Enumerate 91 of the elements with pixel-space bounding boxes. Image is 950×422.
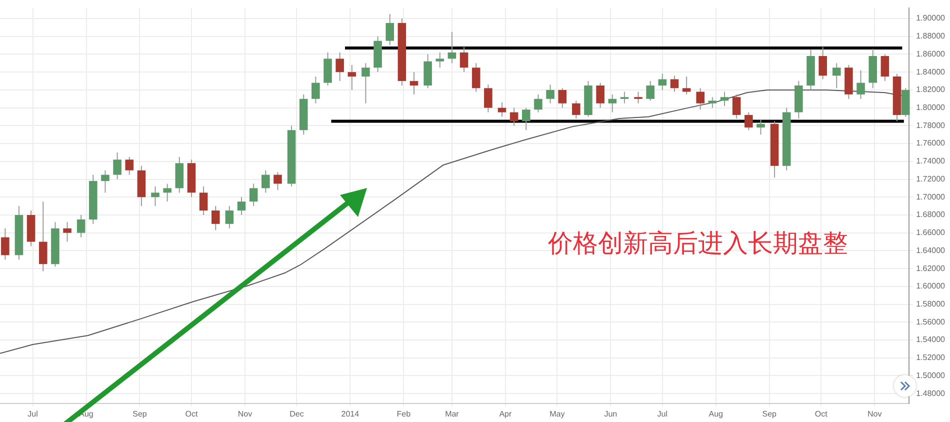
candlestick — [436, 52, 444, 68]
candlestick — [670, 75, 679, 92]
candlestick — [225, 206, 234, 229]
candlestick — [125, 156, 134, 176]
x-tick-label: Nov — [867, 409, 882, 418]
candlestick — [658, 73, 667, 90]
candlestick — [620, 91, 629, 104]
x-tick-label: Dec — [290, 409, 304, 418]
candlestick — [522, 107, 530, 131]
candlestick — [348, 64, 356, 90]
x-tick-label: Nov — [238, 409, 252, 418]
candlestick — [546, 84, 554, 104]
candlestick — [756, 118, 765, 136]
x-tick-label: Feb — [396, 409, 412, 418]
candlestick — [510, 107, 518, 126]
y-tick-label: 1.56000 — [916, 317, 946, 326]
candlestick — [708, 96, 717, 108]
candlestick — [163, 183, 172, 202]
candlestick — [732, 94, 741, 120]
y-tick-label: 1.60000 — [916, 282, 946, 291]
candlestick — [608, 94, 617, 113]
candlestick — [558, 88, 566, 108]
candlestick — [410, 72, 418, 95]
candlestick — [38, 201, 48, 272]
candlestick — [262, 170, 270, 194]
x-tick-label: Jul — [657, 409, 668, 418]
candlestick — [856, 70, 865, 100]
annotation: 价格创新高后进入长期盘整 — [547, 228, 848, 258]
x-tick-label: Mar — [445, 409, 460, 418]
candlestick — [151, 186, 160, 207]
candlestick — [386, 14, 394, 46]
y-tick-label: 1.76000 — [916, 138, 946, 148]
y-tick-label: 1.80000 — [916, 103, 946, 112]
y-tick-label: 1.54000 — [916, 335, 946, 344]
y-tick-label: 1.50000 — [916, 370, 946, 380]
candlestick — [832, 62, 841, 89]
y-tick-label: 1.82000 — [916, 85, 946, 94]
candlestick — [448, 31, 456, 64]
x-tick-label: Jun — [604, 409, 618, 418]
y-tick-label: 1.90000 — [916, 14, 946, 23]
candlestick — [744, 112, 753, 131]
candlestick — [237, 196, 246, 216]
y-tick-label: 1.58000 — [916, 299, 946, 308]
y-tick-label: 1.72000 — [916, 174, 946, 184]
y-tick-label: 1.70000 — [916, 192, 946, 202]
x-tick-label: 2014 — [341, 409, 360, 418]
x-tick-label: Apr — [499, 409, 512, 418]
candlestick — [336, 52, 344, 82]
y-tick-label: 1.88000 — [916, 32, 946, 41]
candlestick — [498, 102, 506, 118]
y-tick-label: 1.78000 — [916, 120, 946, 130]
y-tick-label: 1.62000 — [916, 264, 946, 273]
y-tick-label: 1.86000 — [916, 49, 946, 58]
x-tick-label: Oct — [814, 409, 828, 418]
candlestick — [682, 76, 691, 95]
y-tick-label: 1.66000 — [916, 228, 946, 238]
candlestick — [534, 94, 542, 113]
candlestick — [211, 206, 220, 231]
candlestick — [720, 91, 729, 107]
y-tick-label: 1.48000 — [916, 388, 946, 398]
x-tick-label: Jul — [28, 409, 38, 418]
candlestick — [113, 152, 122, 180]
candlestick — [76, 214, 86, 238]
y-tick-label: 1.64000 — [916, 246, 946, 255]
candlestick — [646, 80, 654, 102]
candlestick — [199, 186, 208, 216]
x-tick-label: Aug — [708, 409, 723, 418]
candlestick — [634, 91, 642, 104]
candlestick — [880, 54, 890, 82]
candlestick — [63, 222, 72, 242]
y-tick-label: 1.84000 — [916, 67, 946, 76]
x-tick-label: Sep — [132, 409, 148, 418]
candlestick — [472, 62, 480, 92]
candlestick — [274, 172, 282, 190]
candlestick — [249, 183, 258, 207]
candlestick — [596, 82, 604, 108]
candlestick — [362, 62, 370, 104]
candlestick — [696, 88, 704, 110]
x-tick-label: Oct — [185, 409, 198, 418]
x-tick-label: Sep — [762, 409, 778, 418]
y-tick-label: 1.74000 — [916, 156, 946, 166]
candlestick — [572, 100, 580, 120]
candlestick — [484, 84, 492, 113]
y-tick-label: 1.52000 — [916, 353, 946, 362]
candlestick — [1, 228, 10, 260]
x-tick-label: May — [550, 409, 565, 418]
candlestick — [460, 46, 468, 73]
candlestick — [312, 76, 320, 104]
y-tick-label: 1.68000 — [916, 210, 946, 220]
candlestick — [101, 170, 110, 194]
candlestick — [818, 46, 827, 80]
